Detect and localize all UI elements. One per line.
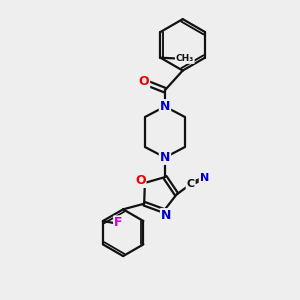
Text: N: N [160, 151, 170, 164]
Text: N: N [160, 100, 170, 113]
Text: F: F [114, 216, 123, 230]
Text: O: O [139, 75, 149, 88]
Text: CH₃: CH₃ [176, 54, 194, 63]
Text: O: O [135, 174, 146, 187]
Text: N: N [200, 172, 209, 183]
Text: C: C [187, 179, 195, 189]
Text: N: N [161, 209, 171, 222]
